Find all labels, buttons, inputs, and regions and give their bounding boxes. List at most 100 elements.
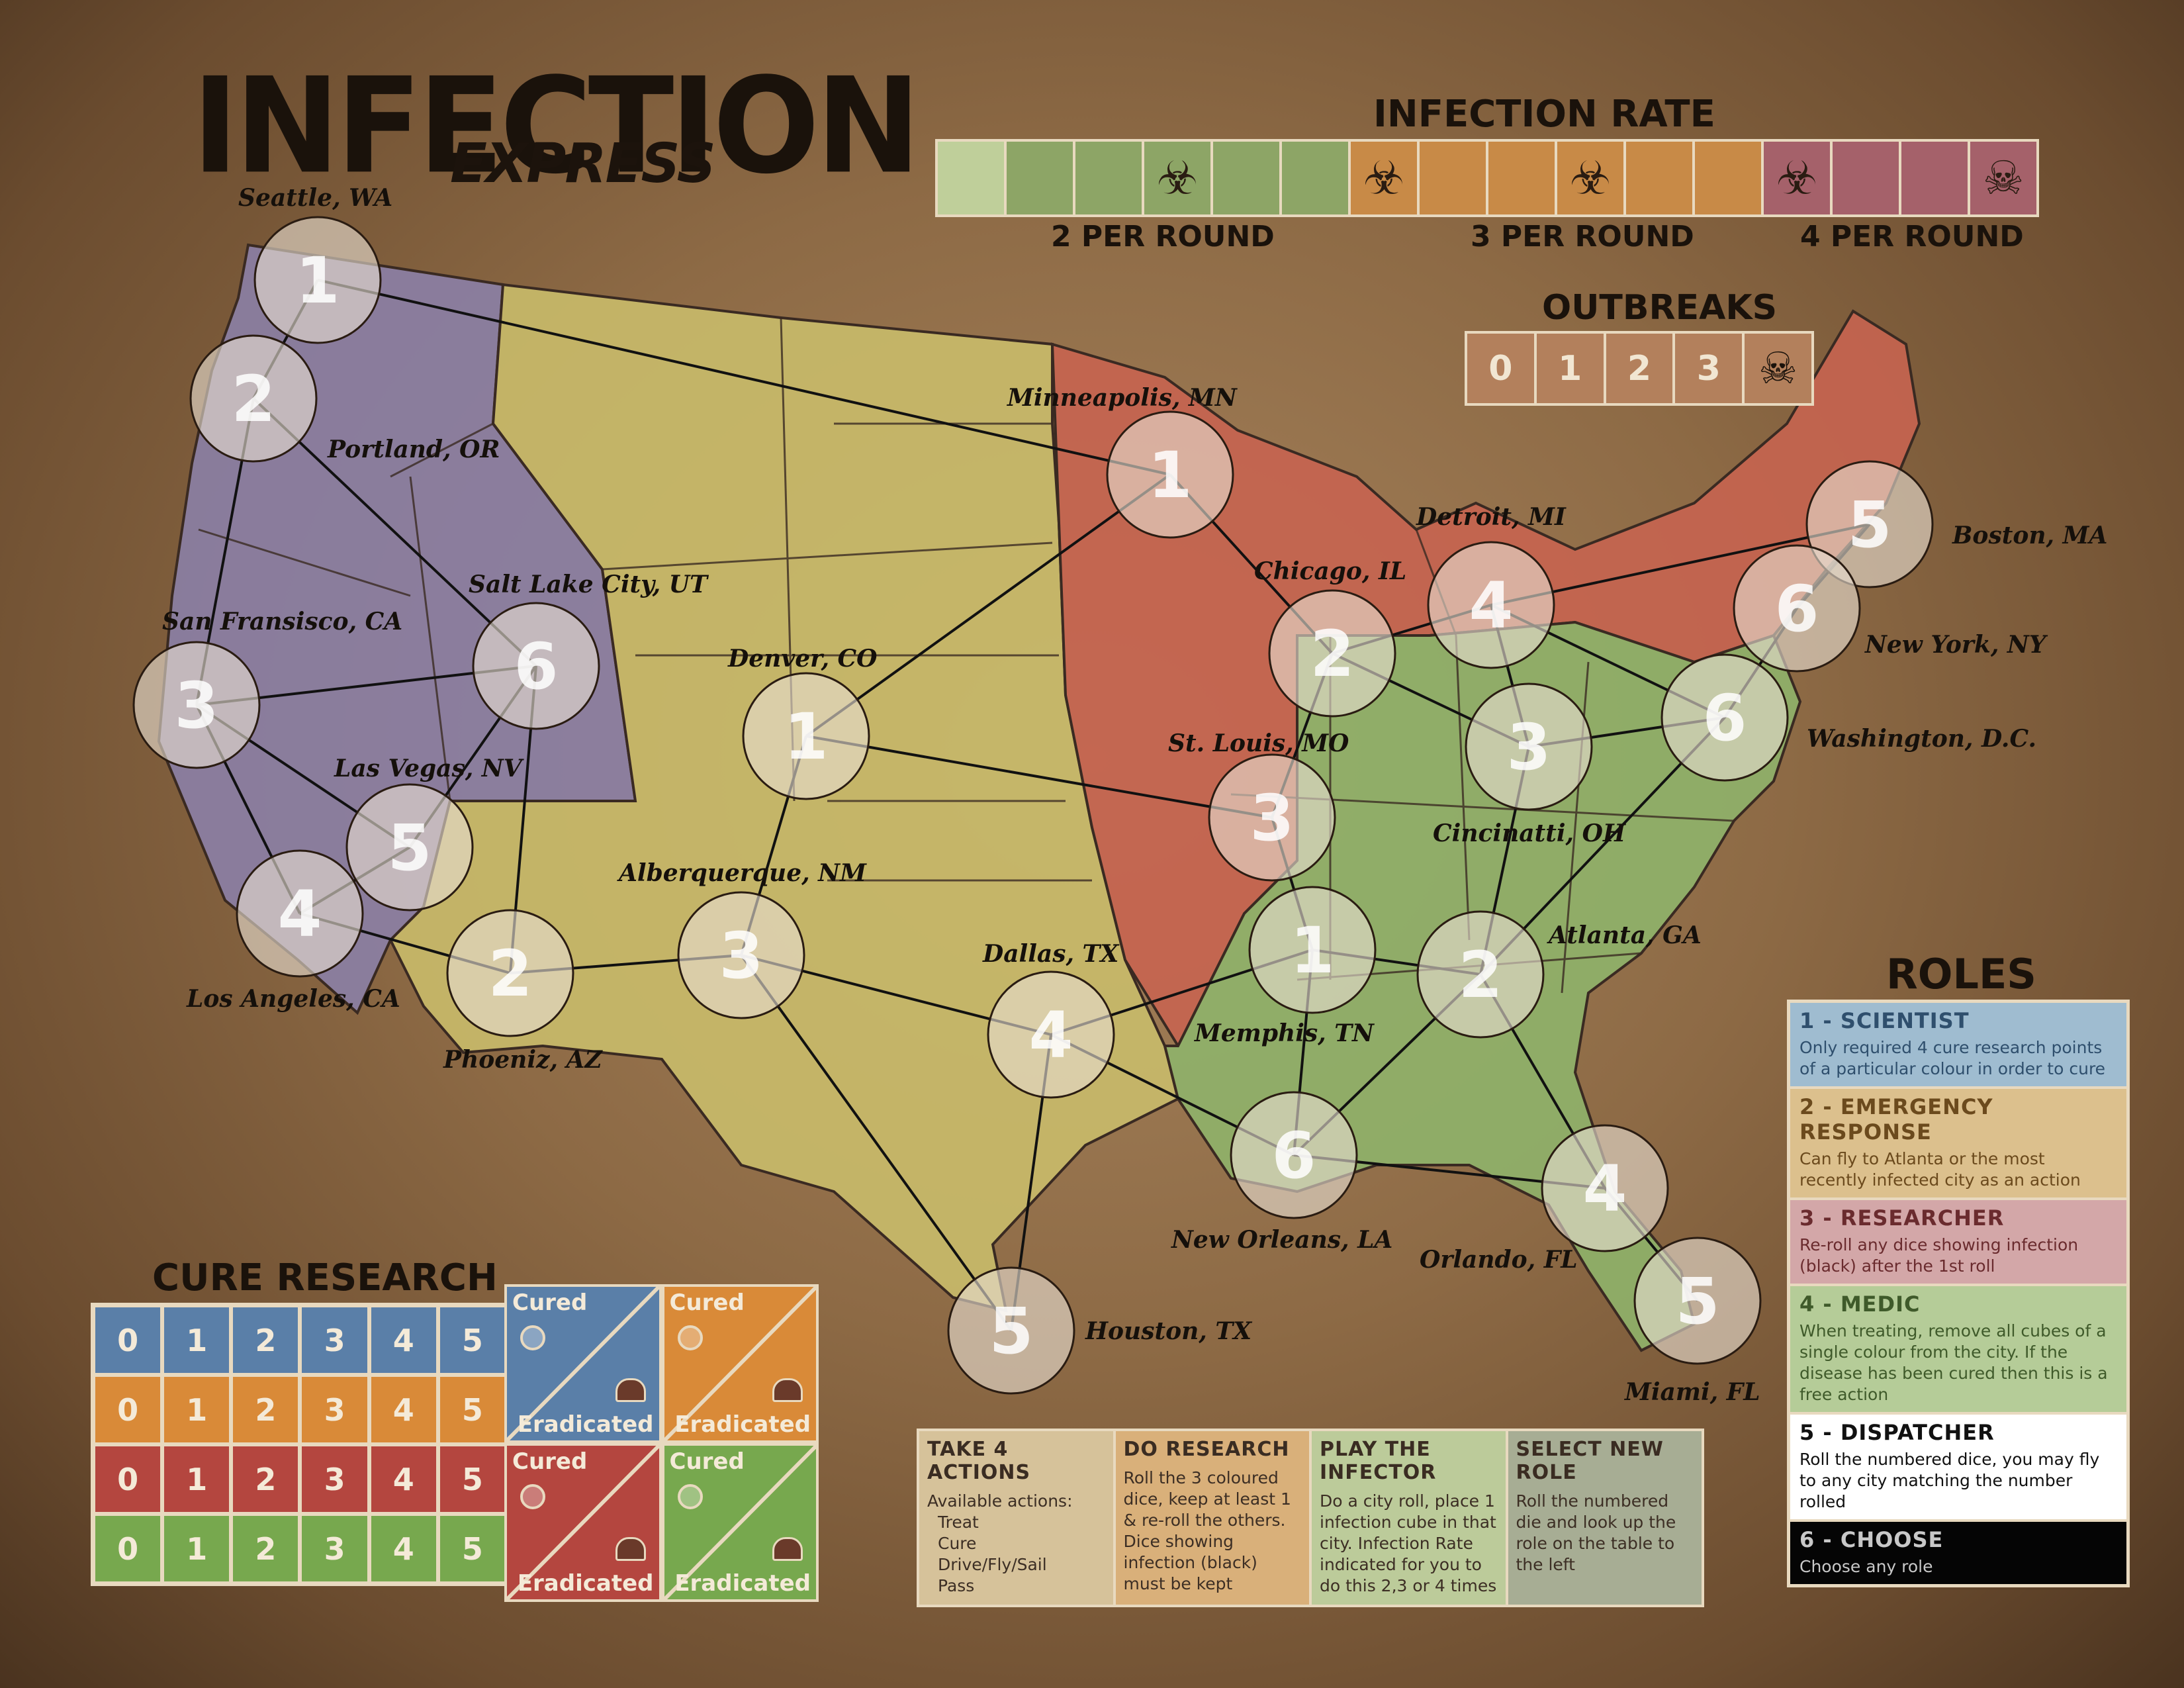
city-circle[interactable] <box>1416 910 1545 1039</box>
city-marker[interactable]: 4 <box>236 849 364 978</box>
city-label-alberquerque: Alberquerque, NM <box>619 859 866 887</box>
city-label-miami: Miami, FL <box>1625 1378 1760 1406</box>
role-title: 4 - MEDIC <box>1799 1291 1921 1317</box>
step-line: Pass <box>938 1576 975 1595</box>
city-marker[interactable]: 3 <box>677 891 805 1019</box>
step-line: Cure <box>938 1534 977 1553</box>
city-circle[interactable] <box>677 891 805 1019</box>
rate-label-4: 4 PER ROUND <box>1800 220 2024 254</box>
city-circle[interactable] <box>1465 682 1593 811</box>
eradicated-label: Eradicated <box>517 1570 654 1597</box>
outbreaks-heading: OUTBREAKS <box>1542 288 1778 328</box>
city-circle[interactable] <box>472 602 600 730</box>
city-marker[interactable]: 2 <box>1416 910 1545 1039</box>
infection-rate-cell <box>1626 142 1695 214</box>
infection-rate-cell <box>1901 142 1970 214</box>
route-line <box>805 473 1171 737</box>
city-circle[interactable] <box>1541 1124 1669 1252</box>
city-circle[interactable] <box>947 1266 1075 1395</box>
city-marker[interactable]: 3 <box>1208 753 1336 882</box>
biohazard-icon: ☣ <box>1764 142 1833 214</box>
city-circle[interactable] <box>1268 589 1396 718</box>
city-marker[interactable]: 3 <box>1465 682 1593 811</box>
step-description: Roll the 3 coloured dice, keep at least … <box>1124 1468 1302 1595</box>
role-description: Re-roll any dice showing infection (blac… <box>1799 1235 2079 1276</box>
vial-icon <box>677 1325 703 1350</box>
city-circle[interactable] <box>1248 886 1377 1014</box>
city-marker[interactable]: 3 <box>132 641 261 769</box>
city-circle[interactable] <box>1427 541 1555 669</box>
role-title: 5 - DISPATCHER <box>1799 1420 1995 1445</box>
biohazard-icon: ☣ <box>1144 142 1213 214</box>
role-row: 4 - MEDIC When treating, remove all cubes… <box>1790 1286 2126 1415</box>
city-marker[interactable]: 1 <box>253 216 382 344</box>
role-description: When treating, remove all cubes of a sin… <box>1799 1321 2108 1404</box>
city-marker[interactable]: 6 <box>1661 653 1789 782</box>
city-marker[interactable]: 2 <box>189 334 318 463</box>
city-label-boston: Boston, MA <box>1952 522 2108 549</box>
city-marker[interactable]: 1 <box>742 672 870 800</box>
city-marker[interactable]: 4 <box>1541 1124 1669 1252</box>
city-number: 5 <box>388 811 432 885</box>
city-circle[interactable] <box>1805 460 1934 588</box>
step-title: SELECT NEW ROLE <box>1516 1438 1664 1484</box>
role-title: 1 - SCIENTIST <box>1799 1008 1970 1033</box>
rate-label-2: 2 PER ROUND <box>1051 220 1275 254</box>
city-marker[interactable]: 1 <box>1248 886 1377 1014</box>
city-marker[interactable]: 5 <box>1805 460 1934 588</box>
city-marker[interactable]: 6 <box>472 602 600 730</box>
city-circle[interactable] <box>236 849 364 978</box>
step-title: PLAY THE INFECTOR <box>1320 1438 1437 1484</box>
cured-label: Cured <box>512 1289 588 1316</box>
turn-step: SELECT NEW ROLE Roll the numbered die and… <box>1508 1431 1702 1605</box>
biohazard-icon: ☣ <box>1557 142 1626 214</box>
role-title: 2 - EMERGENCY RESPONSE <box>1799 1094 1993 1145</box>
city-circle[interactable] <box>446 909 574 1037</box>
role-row: 6 - CHOOSE Choose any role <box>1790 1522 2126 1584</box>
city-label-los-angeles: Los Angeles, CA <box>187 985 400 1013</box>
city-circle[interactable] <box>253 216 382 344</box>
city-label-houston: Houston, TX <box>1085 1317 1252 1345</box>
city-circle[interactable] <box>345 783 474 912</box>
step-line: Drive/Fly/Sail <box>938 1555 1047 1574</box>
cure-track-cell: 2 <box>231 1305 300 1375</box>
city-number: 4 <box>1469 569 1514 643</box>
route-line <box>1490 523 1870 606</box>
infection-rate-cell <box>1075 142 1144 214</box>
role-title: 6 - CHOOSE <box>1799 1527 1944 1552</box>
city-marker[interactable]: 5 <box>345 783 474 912</box>
city-marker[interactable]: 5 <box>1633 1237 1762 1365</box>
city-marker[interactable]: 5 <box>947 1266 1075 1395</box>
city-circle[interactable] <box>742 672 870 800</box>
rate-label-3: 3 PER ROUND <box>1471 220 1694 254</box>
city-marker[interactable]: 4 <box>987 970 1115 1099</box>
city-circle[interactable] <box>189 334 318 463</box>
step-description: Roll the numbered die and look up the ro… <box>1516 1491 1694 1575</box>
city-label-memphis: Memphis, TN <box>1195 1019 1374 1047</box>
city-marker[interactable]: 1 <box>1106 410 1234 539</box>
cure-track-cell: 5 <box>437 1514 507 1583</box>
city-number: 3 <box>719 919 764 993</box>
city-circle[interactable] <box>132 641 261 769</box>
infection-rate-heading: INFECTION RATE <box>1373 93 1715 136</box>
city-number: 6 <box>1775 572 1819 646</box>
city-marker[interactable]: 2 <box>1268 589 1396 718</box>
city-circle[interactable] <box>1633 1237 1762 1365</box>
city-circle[interactable] <box>1230 1091 1358 1219</box>
city-marker[interactable]: 6 <box>1733 544 1861 673</box>
city-marker[interactable]: 6 <box>1230 1091 1358 1219</box>
city-circle[interactable] <box>1661 653 1789 782</box>
vial-icon <box>520 1484 545 1509</box>
city-circle[interactable] <box>1208 753 1336 882</box>
eradicated-label: Eradicated <box>517 1411 654 1438</box>
city-circle[interactable] <box>1733 544 1861 673</box>
role-row: 5 - DISPATCHER Roll the numbered dice, yo… <box>1790 1415 2126 1522</box>
city-number: 3 <box>1250 781 1295 855</box>
infection-rate-cell <box>1007 142 1075 214</box>
city-circle[interactable] <box>1106 410 1234 539</box>
game-title: INFECTION <box>192 49 921 203</box>
city-marker[interactable]: 2 <box>446 909 574 1037</box>
infection-rate-cell <box>1282 142 1351 214</box>
city-marker[interactable]: 4 <box>1427 541 1555 669</box>
city-circle[interactable] <box>987 970 1115 1099</box>
